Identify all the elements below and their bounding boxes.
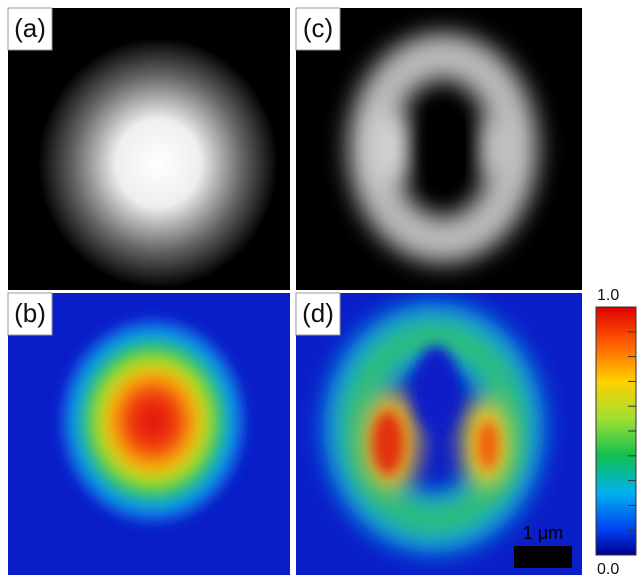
figure: (a) (b) (c) (d) 1 μm 1.0 0.0 (0, 0, 638, 579)
panel-label: (b) (14, 298, 46, 328)
colorbar-max: 1.0 (597, 287, 619, 304)
page: (a) (b) (c) (d) 1 μm 1.0 0.0 (() => { co… (0, 0, 638, 579)
scale-bar-label: 1 μm (523, 523, 563, 543)
panel-label: (a) (14, 13, 46, 43)
scale-bar (514, 546, 572, 568)
panel-label: (c) (303, 13, 333, 43)
panel-label: (d) (302, 298, 334, 328)
colorbar-min: 0.0 (597, 561, 619, 578)
